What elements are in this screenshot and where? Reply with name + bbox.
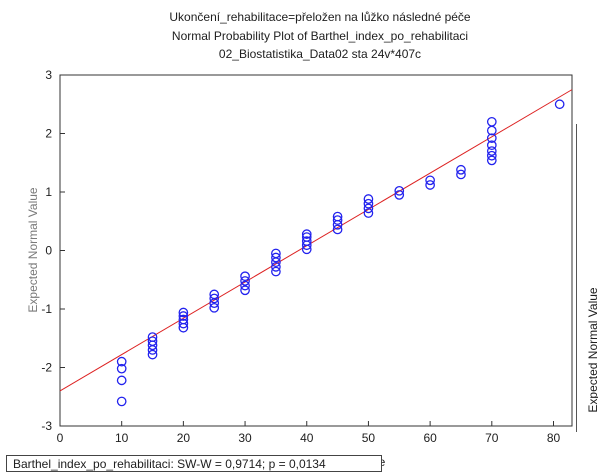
data-point [271, 266, 281, 277]
fit-line [59, 89, 573, 392]
data-point [240, 276, 250, 286]
data-point [456, 164, 466, 175]
data-point [363, 198, 374, 209]
data-point [301, 232, 312, 242]
y-axis-label: Expected Normal Value [26, 187, 40, 313]
x-tick-label: 40 [300, 431, 314, 445]
data-point [178, 318, 189, 329]
shapiro-wilk-stats-box: Barthel_index_po_rehabilitaci: SW-W = 0,… [6, 455, 382, 472]
data-point [178, 311, 189, 321]
data-point [178, 314, 189, 325]
data-point [178, 307, 189, 318]
data-point [363, 194, 374, 204]
data-point [147, 332, 158, 342]
y-tick-label: -3 [41, 419, 52, 433]
adjacent-panel-divider [576, 124, 577, 432]
data-point [301, 236, 312, 246]
data-point [271, 248, 281, 259]
x-tick-label: 70 [485, 431, 499, 445]
x-tick-label: 80 [547, 431, 561, 445]
data-point [209, 302, 220, 313]
data-point [240, 280, 250, 291]
y-tick-label: -1 [41, 302, 52, 316]
data-point [209, 289, 220, 300]
data-point [486, 140, 497, 151]
data-point [486, 155, 497, 166]
data-point [486, 116, 497, 127]
data-point [209, 293, 220, 304]
data-point [425, 175, 435, 186]
data-point [240, 271, 250, 282]
x-tick-label: 50 [362, 431, 376, 445]
dataset-name: 02_Biostatistika_Data02 sta 24v*407c [218, 47, 422, 61]
x-tick-label: 0 [57, 431, 64, 445]
data-point [116, 396, 127, 407]
y-tick-label: 0 [45, 244, 52, 258]
data-point [301, 229, 312, 239]
data-point [147, 336, 158, 347]
data-point [116, 356, 127, 367]
data-point [240, 285, 250, 296]
x-tick-label: 20 [177, 431, 191, 445]
data-point [332, 224, 343, 235]
axis-ticks-layer: 0 10 20 30 40 50 60 70 80 -3 -2 -1 0 1 2 3 [41, 68, 560, 445]
data-point [147, 349, 158, 360]
data-point [363, 208, 374, 218]
y-tick-label: 2 [45, 127, 52, 141]
x-tick-label: 10 [115, 431, 129, 445]
data-point [456, 169, 466, 180]
data-point [486, 150, 497, 161]
y-axis-label-secondary: Expected Normal Value [586, 287, 598, 413]
x-tick-label: 30 [238, 431, 252, 445]
data-point [486, 146, 497, 156]
data-point [116, 363, 127, 374]
data-point [425, 180, 435, 190]
x-tick-label: 60 [423, 431, 437, 445]
data-point [394, 190, 405, 200]
y-tick-label: 3 [45, 68, 52, 82]
data-points-layer [116, 99, 565, 407]
data-point [394, 185, 405, 196]
y-tick-label: -2 [41, 361, 52, 375]
fit-line-layer [59, 89, 573, 392]
chart-subtitle: Normal Probability Plot of Barthel_index… [171, 29, 469, 43]
data-point [332, 215, 343, 225]
chart-title: Ukončení_rehabilitace=přeložen na lůžko … [169, 10, 471, 24]
data-point [486, 133, 497, 144]
y-tick-label: 1 [45, 185, 52, 199]
data-point [116, 375, 127, 386]
data-point [554, 99, 565, 110]
data-point [363, 203, 374, 214]
data-point [271, 252, 281, 263]
data-point [271, 262, 281, 272]
data-point [332, 211, 343, 222]
